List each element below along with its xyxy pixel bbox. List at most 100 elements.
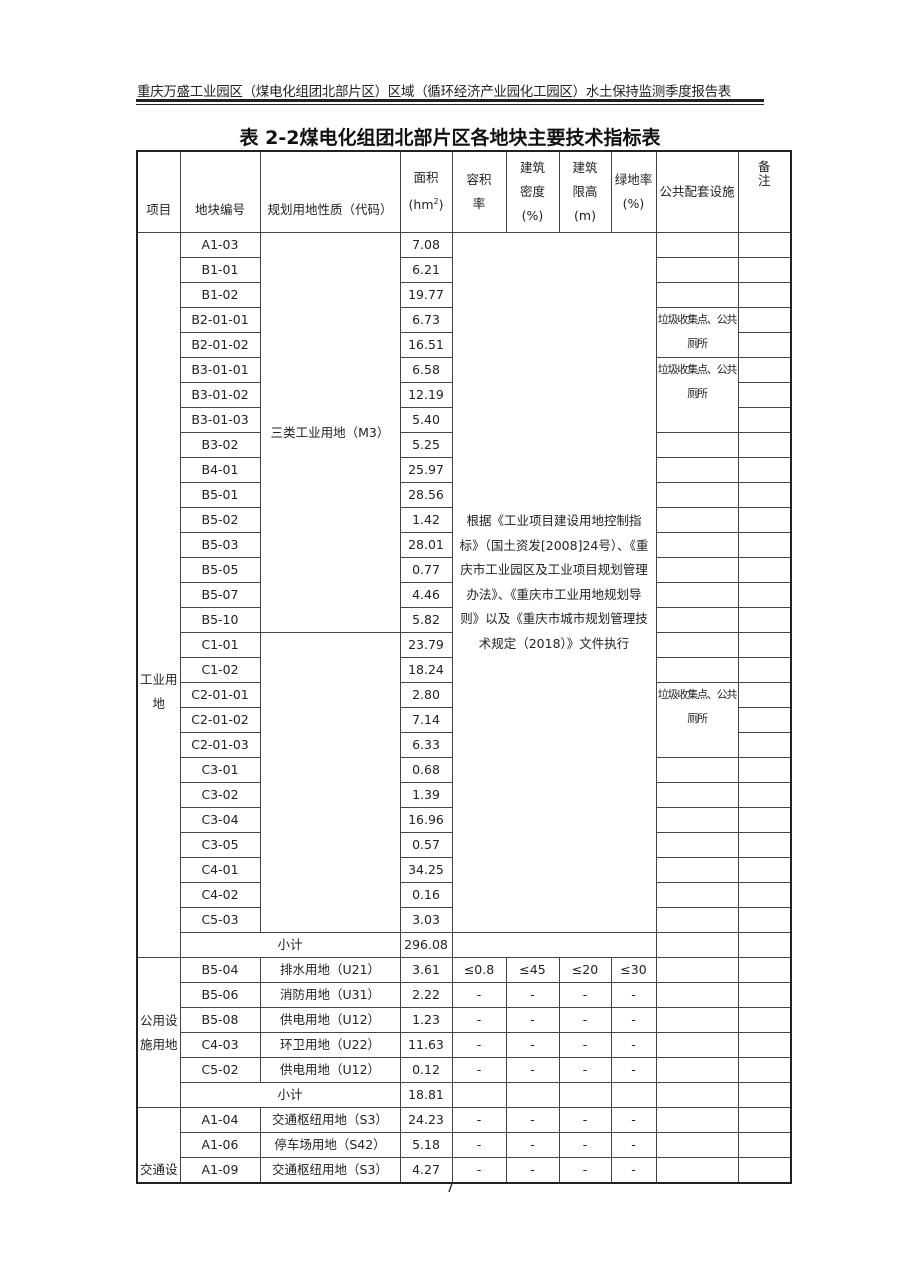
table-row: B5-03 28.01 <box>137 532 792 558</box>
plot-code: B2-01-01 <box>179 307 261 333</box>
remarks-cell <box>737 607 792 633</box>
area: 6.21 <box>399 257 453 283</box>
remarks-cell <box>737 1157 792 1184</box>
remarks-cell <box>737 457 792 483</box>
subtotal-area: 296.08 <box>399 932 453 958</box>
plot-code: C2-01-03 <box>179 732 261 758</box>
area: 19.77 <box>399 282 453 308</box>
remarks-cell <box>737 1082 792 1108</box>
remarks-cell <box>737 1007 792 1033</box>
facility-cell <box>655 282 739 308</box>
remarks-cell <box>737 407 792 433</box>
subtotal-indicator <box>558 1082 612 1108</box>
remarks-cell <box>737 707 792 733</box>
floor-area-ratio: - <box>451 1132 507 1158</box>
remarks-cell <box>737 332 792 358</box>
table-row: B4-01 25.97 <box>137 457 792 483</box>
area: 1.23 <box>399 1007 453 1033</box>
table-row: C4-03 环卫用地（U22） 11.63- - - - <box>137 1032 792 1058</box>
category-traffic: 交通设 <box>136 1107 181 1184</box>
height-limit: - <box>558 1007 612 1033</box>
area: 16.51 <box>399 332 453 358</box>
area: 28.01 <box>399 532 453 558</box>
table-row: C2-01-03 6.33 <box>137 732 792 758</box>
table-title: 表 2-2煤电化组团北部片区各地块主要技术指标表 <box>239 127 661 149</box>
green-ratio: - <box>610 1007 657 1033</box>
facility-cell: 垃圾收集点、公共厕所 <box>655 682 739 758</box>
indicator-table: 项目 地块编号 规划用地性质（代码） 面积 (hm2) 容积率建筑 密度 (%) 建筑 限高 (m)… <box>136 150 792 1184</box>
header-area: 面积 (hm2) <box>399 150 453 233</box>
plot-code: A1-09 <box>179 1157 261 1184</box>
remarks-cell <box>737 507 792 533</box>
plot-code: C4-03 <box>179 1032 261 1058</box>
land-use: 排水用地（U21） <box>259 957 401 983</box>
plot-code: B5-05 <box>179 557 261 583</box>
plot-code: B5-07 <box>179 582 261 608</box>
area: 0.12 <box>399 1057 453 1083</box>
green-ratio: - <box>610 1157 657 1184</box>
facility-cell <box>655 482 739 508</box>
floor-area-ratio: - <box>451 1032 507 1058</box>
plot-code: A1-06 <box>179 1132 261 1158</box>
area: 34.25 <box>399 857 453 883</box>
plot-code: C4-01 <box>179 857 261 883</box>
area: 3.03 <box>399 907 453 933</box>
area: 4.46 <box>399 582 453 608</box>
header-remarks: 备注 <box>737 150 792 233</box>
area: 18.24 <box>399 657 453 683</box>
table-row: C2-01-01 2.80 垃圾收集点、公共厕所 <box>137 682 792 758</box>
building-density: ≤45 <box>505 957 560 983</box>
plot-code: B5-03 <box>179 532 261 558</box>
header-density: 建筑 密度 (%) <box>505 150 560 233</box>
land-use-group-2 <box>259 632 401 933</box>
table-row: C4-01 34.25 <box>137 857 792 883</box>
plot-code: C2-01-01 <box>179 682 261 708</box>
header-height-limit: 建筑 限高 (m) <box>558 150 612 233</box>
table-row: 小计 296.08 <box>137 932 792 958</box>
area: 0.77 <box>399 557 453 583</box>
facility-cell <box>655 657 739 683</box>
area: 5.40 <box>399 407 453 433</box>
facility-cell <box>655 1107 739 1133</box>
table-row: B3-02 5.25 <box>137 432 792 458</box>
land-use: 交通枢纽用地（S3） <box>259 1107 401 1133</box>
facility-cell <box>655 607 739 633</box>
green-ratio: - <box>610 982 657 1008</box>
area: 6.73 <box>399 307 453 333</box>
facility-cell <box>655 582 739 608</box>
table-row: C5-03 3.03 <box>137 907 792 933</box>
plot-code: B5-01 <box>179 482 261 508</box>
plot-code: C1-01 <box>179 632 261 658</box>
plot-code: B5-02 <box>179 507 261 533</box>
remarks-cell <box>737 907 792 933</box>
facility-cell: 垃圾收集点、公共厕所 <box>655 307 739 358</box>
header-plot-code: 地块编号 <box>179 150 261 233</box>
remarks-cell <box>737 382 792 408</box>
floor-area-ratio: - <box>451 1157 507 1184</box>
area: 25.97 <box>399 457 453 483</box>
remarks-cell <box>737 532 792 558</box>
table-row: B5-05 0.77 <box>137 557 792 583</box>
facility-cell <box>655 232 739 258</box>
green-ratio: - <box>610 1057 657 1083</box>
plot-code: C3-02 <box>179 782 261 808</box>
remarks-cell <box>737 1057 792 1083</box>
plot-code: B1-02 <box>179 282 261 308</box>
remarks-cell <box>737 557 792 583</box>
table-row: B2-01-01 6.73 垃圾收集点、公共厕所 <box>137 307 792 358</box>
remarks-cell <box>737 957 792 983</box>
area: 7.14 <box>399 707 453 733</box>
height-limit: - <box>558 1157 612 1184</box>
plot-code: B4-01 <box>179 457 261 483</box>
facility-cell <box>655 532 739 558</box>
facility-cell <box>655 257 739 283</box>
green-ratio: ≤30 <box>610 957 657 983</box>
table-row: B5-10 5.82 <box>137 607 792 633</box>
area: 0.68 <box>399 757 453 783</box>
running-header: 重庆万盛工业园区（煤电化组团北部片区）区域（循环经济产业园化工园区）水土保持监测… <box>137 84 731 100</box>
area: 11.63 <box>399 1032 453 1058</box>
remarks-cell <box>737 1032 792 1058</box>
building-density: - <box>505 982 560 1008</box>
height-limit: - <box>558 1057 612 1083</box>
height-limit: - <box>558 982 612 1008</box>
